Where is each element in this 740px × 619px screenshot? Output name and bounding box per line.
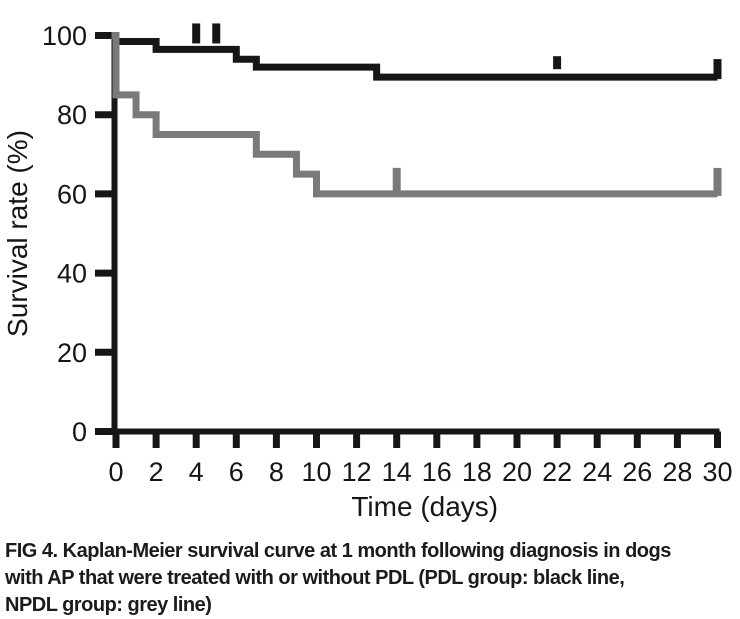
x-tick-label: 12 (342, 457, 372, 487)
x-tick-label: 14 (382, 457, 412, 487)
x-tick-label: 24 (582, 457, 612, 487)
x-tick-label: 20 (502, 457, 532, 487)
y-tick-label: 0 (72, 417, 87, 447)
x-tick-label: 28 (662, 457, 692, 487)
caption-line-1: FIG 4. Kaplan-Meier survival curve at 1 … (5, 540, 671, 562)
survival-curve-npdl (111, 32, 718, 198)
y-tick-label: 100 (42, 21, 87, 51)
y-tick-label: 80 (57, 100, 87, 130)
x-tick-label: 6 (229, 457, 244, 487)
x-tick-label: 2 (149, 457, 164, 487)
y-tick-label: 40 (57, 259, 87, 289)
y-tick-label: 60 (57, 179, 87, 209)
x-tick-label: 16 (422, 457, 452, 487)
caption-line-2: with AP that were treated with or withou… (5, 567, 625, 589)
x-tick-label: 0 (108, 457, 123, 487)
y-axis-title: Survival rate (%) (2, 130, 33, 337)
x-tick-label: 22 (542, 457, 572, 487)
x-axis-title: Time (days) (351, 491, 498, 522)
x-tick-label: 30 (702, 457, 732, 487)
x-tick-label: 4 (189, 457, 204, 487)
x-tick-label: 26 (622, 457, 652, 487)
caption-line-3: NPDL group: grey line) (5, 594, 212, 616)
figure-caption: FIG 4. Kaplan-Meier survival curve at 1 … (5, 538, 725, 619)
x-tick-label: 8 (269, 457, 284, 487)
x-tick-label: 18 (462, 457, 492, 487)
survival-curve-pdl (111, 32, 718, 81)
x-tick-label: 10 (301, 457, 331, 487)
y-tick-label: 20 (57, 338, 87, 368)
